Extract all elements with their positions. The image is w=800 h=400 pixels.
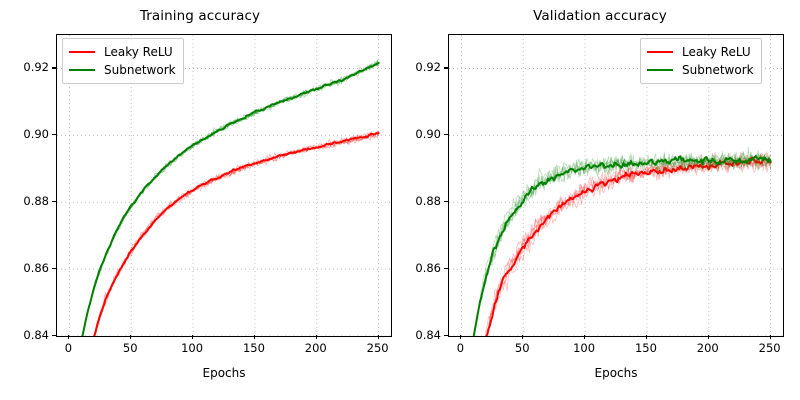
legend-label: Leaky ReLU (682, 45, 751, 59)
ytick-mark (52, 268, 56, 270)
run-trace (486, 153, 772, 336)
mean-trace (81, 61, 380, 336)
ytick-mark (52, 201, 56, 203)
legend-entry-leaky-relu[interactable]: Leaky ReLU (69, 43, 176, 61)
legend-label: Leaky ReLU (104, 45, 173, 59)
ytick-mark (444, 67, 448, 69)
plot-area-validation (448, 34, 784, 337)
legend-entry-subnetwork[interactable]: Subnetwork (69, 61, 176, 79)
run-trace (94, 132, 380, 336)
xtick-mark (522, 335, 524, 339)
series-leaky-relu (93, 130, 380, 336)
run-trace (82, 61, 380, 336)
ytick-mark (52, 67, 56, 69)
xtick-mark (460, 335, 462, 339)
xtick-label: 0 (64, 341, 73, 355)
ytick-label: 0.88 (23, 194, 49, 209)
xaxis-label-validation: Epochs (594, 366, 638, 380)
run-trace (82, 60, 380, 336)
run-trace (485, 154, 772, 336)
legend-training[interactable]: Leaky ReLU Subnetwork (62, 38, 184, 84)
run-trace (81, 59, 380, 336)
mean-trace (472, 154, 772, 336)
plot-svg-right (449, 35, 783, 336)
xtick-mark (584, 335, 586, 339)
panel-title-training: Training accuracy (139, 8, 261, 24)
ytick-label: 0.88 (415, 194, 441, 209)
plot-svg-left (57, 35, 391, 336)
ytick-label: 0.92 (415, 60, 441, 75)
ytick-mark (52, 335, 56, 337)
ytick-mark (444, 201, 448, 203)
legend-label: Subnetwork (682, 63, 754, 77)
xtick-mark (769, 335, 771, 339)
run-trace (485, 151, 771, 336)
legend-line-swatch (647, 50, 673, 54)
plot-area-training (56, 34, 392, 337)
run-trace (94, 130, 379, 336)
mean-trace (93, 132, 380, 336)
ytick-label: 0.84 (23, 328, 49, 342)
xtick-label: 200 (696, 341, 719, 355)
legend-line-swatch (69, 68, 95, 72)
panel-title-validation: Validation accuracy (533, 8, 667, 24)
run-trace (93, 130, 379, 336)
xtick-label: 150 (242, 341, 265, 355)
xtick-label: 200 (304, 341, 327, 355)
run-trace (93, 132, 380, 336)
xtick-label: 100 (573, 341, 596, 355)
ytick-label: 0.84 (415, 328, 441, 342)
ytick-mark (444, 335, 448, 337)
ytick-mark (444, 268, 448, 270)
series-subnetwork (81, 59, 380, 336)
legend-entry-subnetwork[interactable]: Subnetwork (647, 61, 754, 79)
xtick-mark (253, 335, 256, 339)
legend-line-swatch (69, 50, 95, 54)
run-trace (485, 152, 771, 336)
xaxis-label-training: Epochs (202, 366, 246, 380)
series-leaky-relu (485, 151, 772, 336)
ytick-label: 0.92 (23, 60, 49, 75)
legend-line-swatch (647, 68, 673, 72)
legend-validation[interactable]: Leaky ReLU Subnetwork (640, 38, 762, 84)
xtick-mark (130, 335, 132, 339)
xtick-mark (645, 335, 648, 339)
ytick-mark (52, 134, 56, 136)
legend-entry-leaky-relu[interactable]: Leaky ReLU (647, 43, 754, 61)
xtick-label: 250 (758, 341, 781, 355)
xtick-label: 250 (366, 341, 389, 355)
run-trace (473, 152, 772, 336)
xtick-mark (377, 335, 379, 339)
xtick-label: 150 (634, 341, 657, 355)
xtick-label: 50 (122, 341, 138, 355)
xtick-label: 100 (181, 341, 204, 355)
panel-training-accuracy: Training accuracy Epochs Leaky ReLU Subne… (23, 8, 392, 380)
xtick-mark (707, 335, 709, 339)
xtick-mark (315, 335, 317, 339)
panel-validation-accuracy: Validation accuracy Epochs Leaky ReLU Sub… (400, 0, 800, 400)
run-trace (82, 60, 380, 336)
run-trace (93, 131, 380, 336)
ytick-mark (444, 134, 448, 136)
ytick-label: 0.90 (23, 127, 49, 142)
ytick-label: 0.86 (23, 261, 49, 276)
ytick-label: 0.90 (415, 127, 441, 142)
legend-label: Subnetwork (104, 63, 176, 77)
series-subnetwork (472, 146, 772, 336)
xtick-label: 0 (456, 341, 465, 355)
xtick-label: 50 (514, 341, 530, 355)
ytick-label: 0.86 (415, 261, 441, 276)
xtick-mark (192, 335, 194, 339)
run-trace (473, 154, 772, 336)
xtick-mark (68, 335, 70, 339)
run-trace (473, 146, 771, 335)
run-trace (82, 63, 379, 336)
